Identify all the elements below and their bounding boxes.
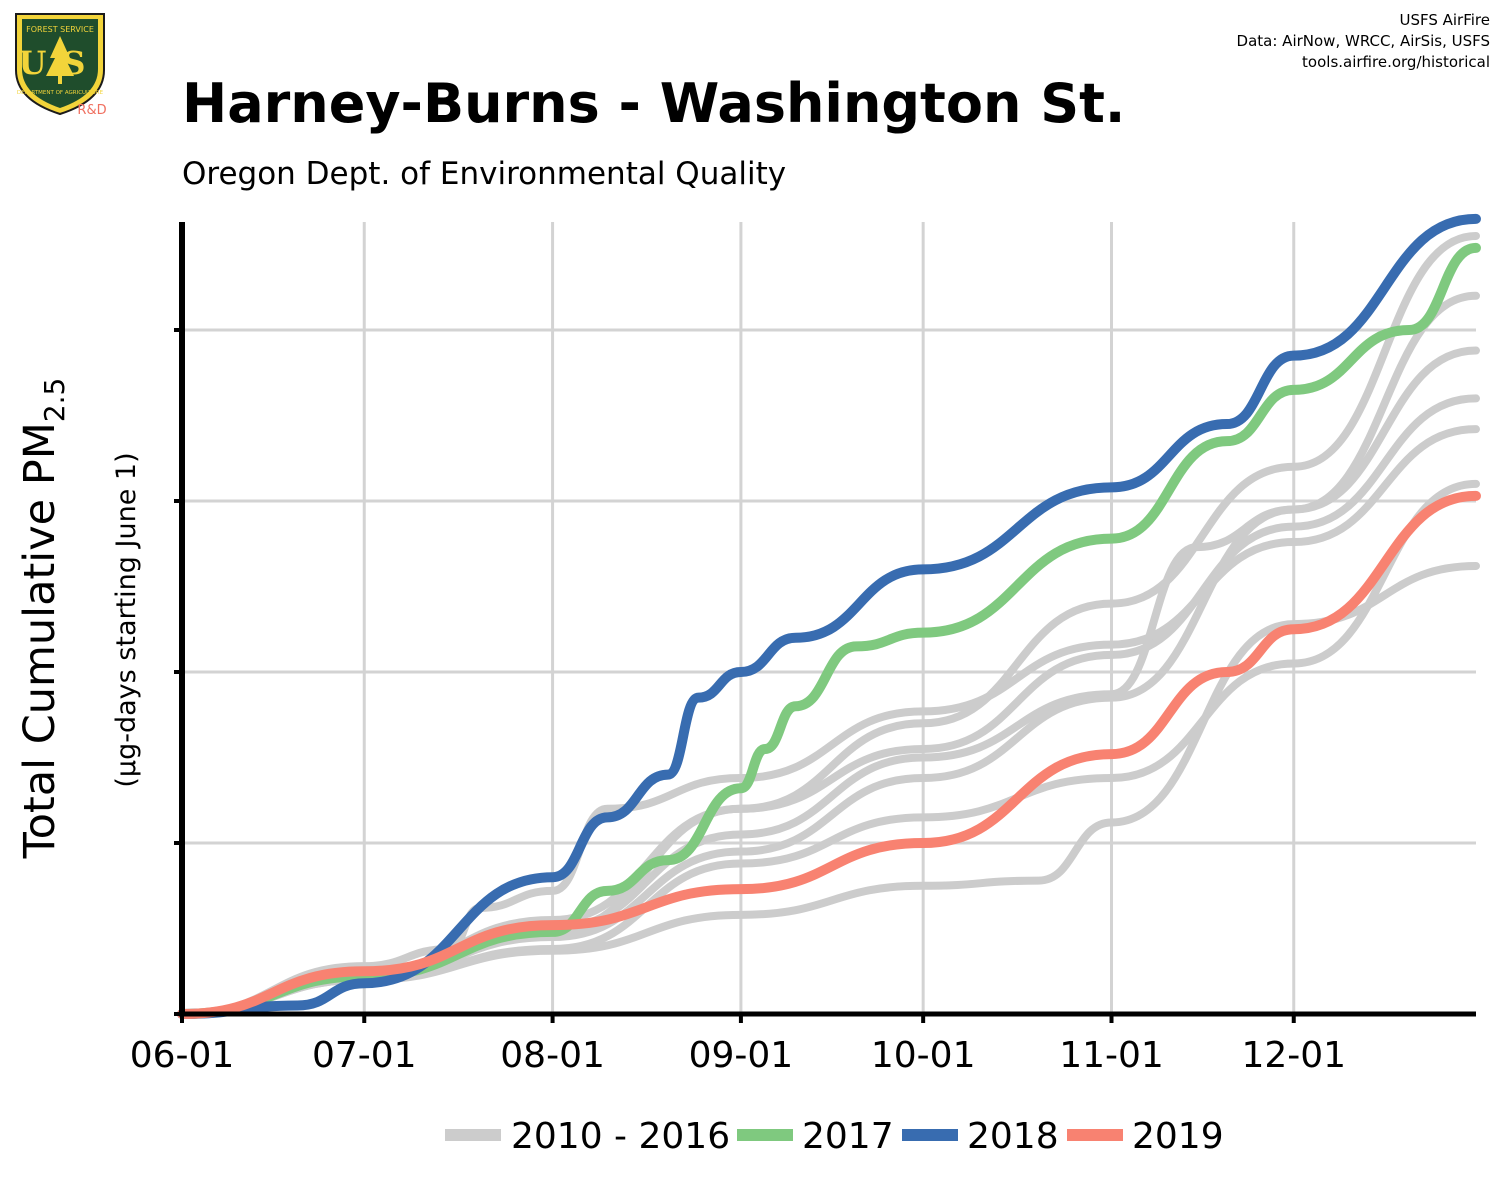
legend-label: 2019	[1132, 1116, 1224, 1157]
credit-org: USFS AirFire	[1399, 11, 1490, 29]
series-line-history	[178, 291, 1480, 1018]
legend: 2010 - 2016 2017 2018 2019	[445, 1116, 1224, 1157]
y-axis-title-subscript: 2.5	[38, 378, 71, 423]
chart-title: Harney-Burns - Washington St.	[182, 72, 1126, 135]
series-line-history	[178, 394, 1480, 1018]
series-line-history	[178, 425, 1480, 1018]
x-tick-label: 07-01	[312, 1035, 417, 1076]
history-series	[178, 231, 1480, 1018]
highlight-series	[177, 213, 1481, 1019]
credit-data: Data: AirNow, WRCC, AirSis, USFS	[1236, 32, 1490, 50]
series-line-history	[178, 346, 1480, 1018]
x-tick-label: 06-01	[130, 1035, 235, 1076]
x-tick-label: 11-01	[1059, 1035, 1164, 1076]
y-axis-title: Total Cumulative PM2.5	[15, 378, 71, 860]
tree-icon	[46, 36, 74, 76]
series-line-history	[178, 479, 1480, 1018]
y-axis-label: Total Cumulative PM2.5 (µg-days starting …	[15, 378, 142, 860]
y-axis-title-main: Total Cumulative PM	[15, 422, 65, 859]
x-tick-label: 08-01	[500, 1035, 605, 1076]
logo-bottom-text: DEPARTMENT OF AGRICULTURE	[17, 90, 104, 96]
x-tick-label: 12-01	[1241, 1035, 1346, 1076]
logo-top-text: FOREST SERVICE	[26, 25, 94, 34]
logo-rd-text: R&D	[77, 103, 106, 118]
data-credits: USFS AirFire Data: AirNow, WRCC, AirSis,…	[1237, 10, 1490, 73]
x-tick-label: 10-01	[871, 1035, 976, 1076]
series-line-2019	[177, 490, 1481, 1019]
y-axis-units: (µg-days starting June 1)	[111, 452, 142, 787]
grid-lines	[182, 222, 1476, 1014]
forest-service-logo: FOREST SERVICE US DEPARTMENT OF AGRICULT…	[15, 13, 107, 118]
credit-url: tools.airfire.org/historical	[1302, 53, 1490, 71]
legend-label: 2010 - 2016	[511, 1116, 730, 1157]
chart-subtitle: Oregon Dept. of Environmental Quality	[182, 156, 787, 192]
x-tick-label: 09-01	[689, 1035, 794, 1076]
series-line-2018	[177, 213, 1481, 1019]
x-tick-labels: 06-01 07-01 08-01 09-01 10-01 11-01 12-01	[130, 1035, 1346, 1076]
legend-label: 2017	[802, 1116, 894, 1157]
legend-label: 2018	[967, 1116, 1059, 1157]
axes	[174, 222, 1476, 1023]
series-line-2017	[177, 242, 1481, 1019]
